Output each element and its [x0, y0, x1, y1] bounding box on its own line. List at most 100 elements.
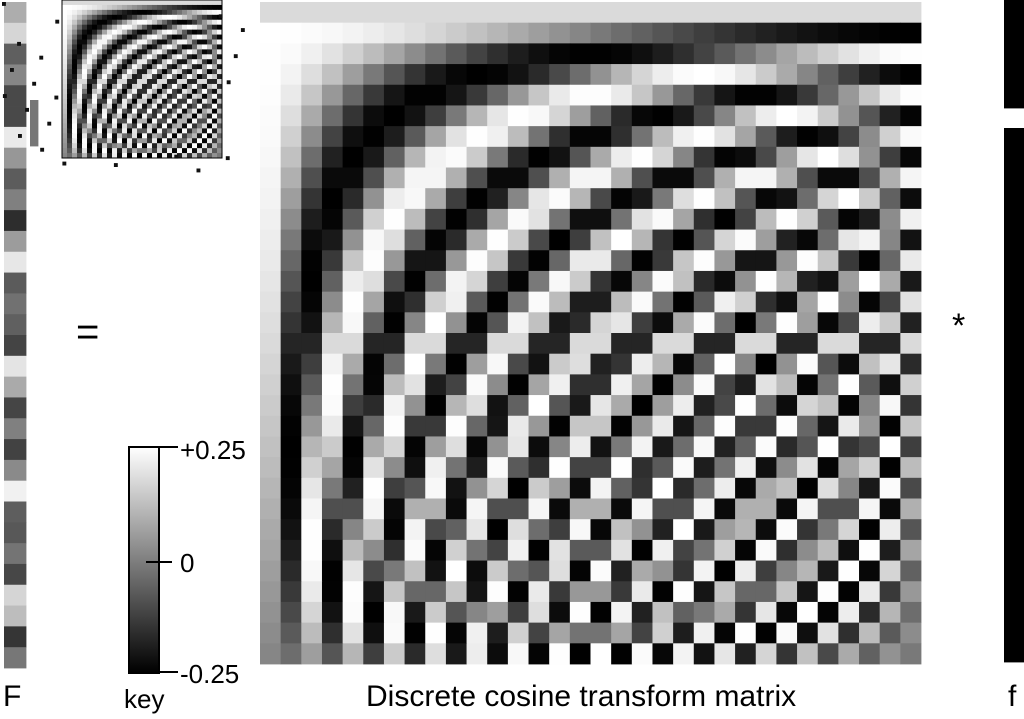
matrix-cell	[735, 126, 757, 148]
inset-cell	[127, 103, 133, 110]
matrix-cell	[466, 229, 488, 251]
matrix-cell	[466, 64, 488, 86]
inset-cell	[207, 39, 213, 45]
inset-cell	[212, 103, 218, 110]
matrix-cell	[569, 126, 591, 148]
inset-cell	[87, 83, 93, 90]
inset-cell	[137, 59, 143, 65]
inset-cell	[157, 93, 163, 100]
inset-cell	[197, 93, 203, 100]
matrix-cell	[445, 250, 467, 272]
matrix-cell	[321, 22, 344, 44]
inset-cell	[217, 123, 223, 129]
matrix-cell	[693, 519, 715, 541]
inset-cell	[82, 24, 88, 31]
inset-cell	[202, 24, 208, 31]
matrix-cell	[528, 270, 550, 293]
matrix-cell	[404, 291, 426, 313]
inset-cell	[127, 4, 133, 11]
inset-cell	[147, 123, 153, 129]
matrix-cell	[631, 188, 653, 210]
matrix-cell	[714, 291, 736, 313]
inset-cell	[127, 138, 133, 144]
inset-cell	[102, 34, 108, 40]
inset-cell	[192, 74, 198, 80]
matrix-cell	[507, 22, 529, 44]
inset-cell	[217, 79, 223, 85]
matrix-cell	[466, 22, 488, 44]
matrix-cell	[673, 64, 695, 86]
inset-cell	[157, 153, 163, 159]
inset-cell	[87, 98, 93, 105]
matrix-cell	[280, 519, 302, 541]
inset-cell	[112, 24, 118, 31]
matrix-cell	[528, 622, 550, 644]
inset-cell	[117, 118, 123, 124]
inset-cell	[167, 118, 173, 124]
inset-cell	[122, 49, 128, 55]
matrix-cell	[673, 519, 695, 541]
inset-cell	[157, 123, 163, 129]
inset-cell	[72, 69, 78, 75]
inset-cell	[147, 54, 153, 60]
inset-cell	[192, 138, 198, 144]
inset-cell	[152, 93, 158, 100]
matrix-cell	[900, 395, 922, 417]
matrix-cell	[260, 188, 282, 210]
inset-cell	[157, 103, 163, 110]
matrix-cell	[652, 395, 674, 417]
matrix-cell	[631, 581, 653, 603]
vector-F-cell	[4, 563, 27, 586]
matrix-cell	[797, 312, 819, 334]
matrix-cell	[549, 167, 571, 189]
inset-cell	[142, 93, 148, 100]
inset-cell	[147, 44, 153, 50]
inset-cell	[157, 108, 163, 114]
inset-cell	[72, 88, 78, 95]
matrix-cell	[590, 539, 612, 561]
matrix-cell	[776, 374, 798, 396]
inset-cell	[217, 74, 223, 80]
inset-cell	[137, 148, 143, 154]
matrix-cell	[383, 539, 405, 561]
inset-cell	[157, 29, 163, 35]
inset-cell	[182, 4, 188, 11]
inset-cell	[132, 49, 138, 55]
matrix-cell	[404, 581, 426, 603]
inset-cell	[102, 103, 108, 110]
inset-cell	[152, 113, 158, 119]
inset-cell	[137, 123, 143, 129]
inset-cell	[107, 69, 113, 75]
inset-cell	[192, 29, 198, 35]
inset-cell	[62, 9, 68, 16]
inset-marker	[10, 68, 14, 72]
inset-cell	[137, 103, 143, 110]
matrix-title: Discrete cosine transform matrix	[366, 680, 797, 713]
matrix-cell	[569, 498, 591, 520]
inset-cell	[172, 98, 178, 105]
inset-cell	[132, 64, 138, 70]
matrix-cell	[714, 560, 736, 582]
matrix-cell	[425, 22, 447, 44]
matrix-cell	[838, 581, 860, 603]
inset-cell	[122, 14, 128, 21]
matrix-cell	[569, 622, 591, 644]
matrix-cell	[363, 477, 385, 499]
matrix-cell	[817, 188, 839, 210]
inset-cell	[72, 39, 78, 45]
matrix-cell	[693, 601, 715, 624]
inset-cell	[62, 69, 68, 75]
matrix-cell	[714, 457, 736, 479]
matrix-cell	[342, 43, 364, 65]
matrix-cell	[900, 312, 922, 334]
inset-cell	[82, 138, 88, 144]
matrix-cell	[466, 415, 488, 437]
inset-cell	[92, 59, 98, 65]
matrix-cell	[590, 581, 612, 603]
matrix-cell	[260, 167, 282, 189]
matrix-cell	[838, 415, 860, 437]
inset-marker	[62, 161, 67, 166]
matrix-cell	[879, 622, 901, 644]
matrix-cell	[714, 395, 736, 417]
matrix-cell	[631, 64, 653, 86]
